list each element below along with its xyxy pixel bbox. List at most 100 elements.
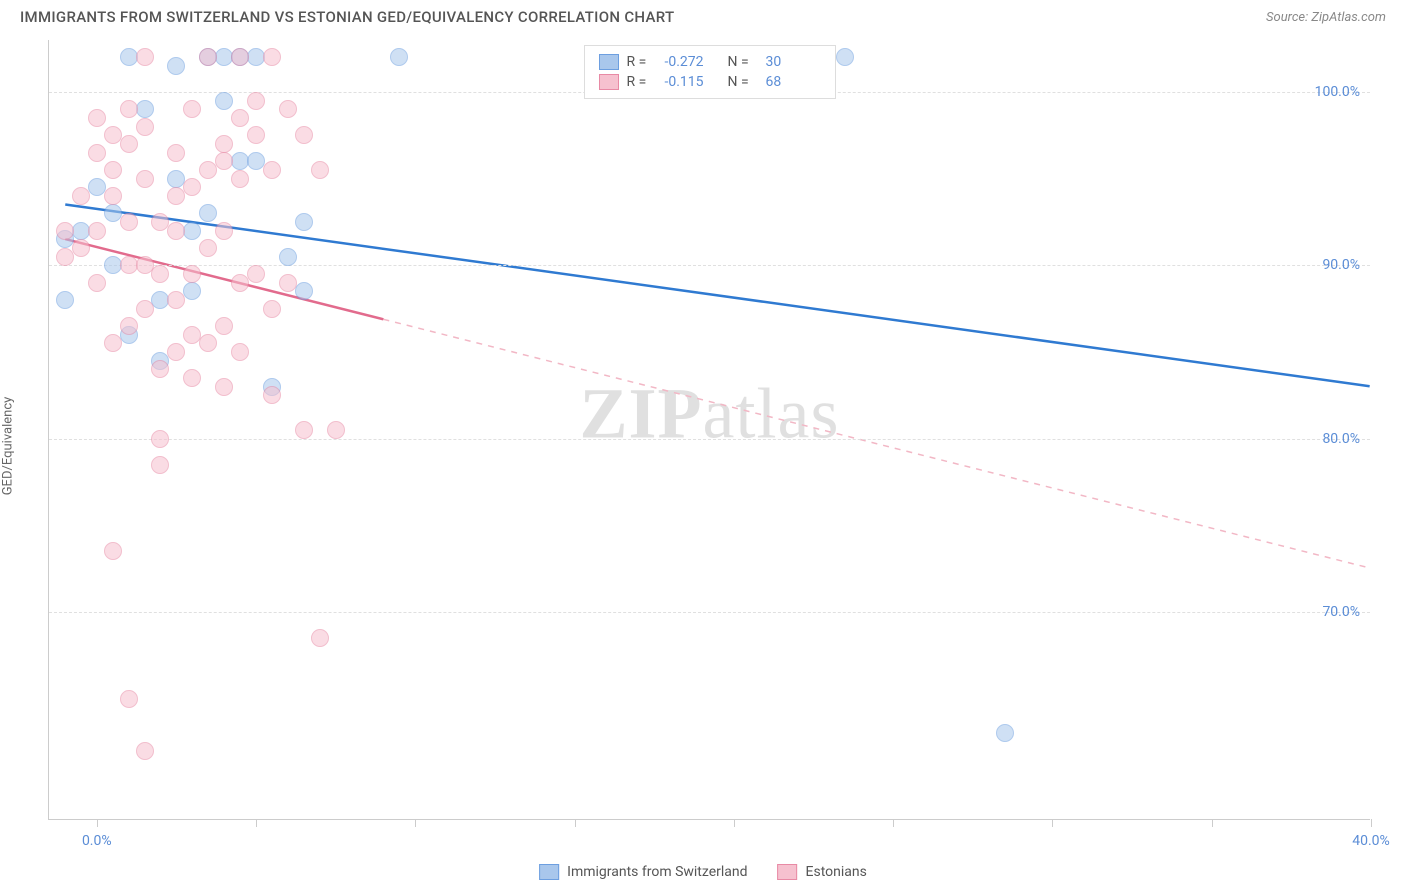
scatter-point-estonians — [327, 421, 345, 439]
y-tick-label: 70.0% — [1322, 604, 1360, 620]
r-value-0: -0.272 — [665, 54, 720, 70]
scatter-point-immigrants_switzerland — [56, 291, 74, 309]
x-tick — [893, 819, 894, 827]
scatter-point-estonians — [247, 265, 265, 283]
scatter-point-estonians — [215, 222, 233, 240]
legend-swatch-0 — [599, 54, 619, 70]
regression-solid-estonians — [65, 239, 383, 319]
scatter-point-estonians — [215, 317, 233, 335]
watermark-light: atlas — [703, 373, 840, 453]
x-tick — [256, 819, 257, 827]
scatter-point-immigrants_switzerland — [136, 100, 154, 118]
scatter-point-estonians — [151, 265, 169, 283]
scatter-point-estonians — [183, 265, 201, 283]
scatter-point-estonians — [167, 222, 185, 240]
scatter-point-estonians — [104, 187, 122, 205]
scatter-point-estonians — [247, 92, 265, 110]
scatter-point-immigrants_switzerland — [215, 92, 233, 110]
scatter-point-estonians — [120, 690, 138, 708]
scatter-point-estonians — [136, 256, 154, 274]
scatter-point-estonians — [88, 274, 106, 292]
scatter-point-estonians — [120, 135, 138, 153]
x-tick — [97, 819, 98, 827]
watermark: ZIPatlas — [580, 372, 840, 455]
y-tick-label: 80.0% — [1322, 431, 1360, 447]
scatter-point-estonians — [215, 152, 233, 170]
y-tick-label: 100.0% — [1315, 84, 1360, 100]
scatter-point-estonians — [199, 334, 217, 352]
scatter-point-immigrants_switzerland — [183, 282, 201, 300]
scatter-point-estonians — [199, 48, 217, 66]
scatter-point-estonians — [231, 109, 249, 127]
scatter-point-estonians — [120, 317, 138, 335]
regression-dash-estonians — [383, 319, 1369, 568]
n-label: N = — [728, 54, 758, 70]
chart-title: IMMIGRANTS FROM SWITZERLAND VS ESTONIAN … — [20, 8, 674, 26]
scatter-point-estonians — [104, 542, 122, 560]
scatter-point-estonians — [136, 300, 154, 318]
scatter-point-estonians — [183, 369, 201, 387]
scatter-point-estonians — [311, 629, 329, 647]
n-value-0: 30 — [766, 54, 821, 70]
scatter-point-estonians — [88, 144, 106, 162]
scatter-point-immigrants_switzerland — [996, 724, 1014, 742]
chart-source: Source: ZipAtlas.com — [1266, 10, 1386, 25]
scatter-point-estonians — [104, 161, 122, 179]
scatter-point-immigrants_switzerland — [295, 213, 313, 231]
scatter-point-estonians — [295, 421, 313, 439]
scatter-point-estonians — [151, 430, 169, 448]
y-axis-label: GED/Equivalency — [1, 397, 16, 496]
scatter-point-estonians — [231, 48, 249, 66]
n-value-1: 68 — [766, 74, 821, 90]
scatter-point-estonians — [136, 118, 154, 136]
gridline-h — [49, 612, 1370, 613]
x-tick — [734, 819, 735, 827]
x-tick — [575, 819, 576, 827]
scatter-point-estonians — [136, 742, 154, 760]
scatter-point-estonians — [295, 126, 313, 144]
scatter-point-estonians — [215, 378, 233, 396]
x-tick — [415, 819, 416, 827]
legend-swatch-series-1 — [778, 864, 798, 880]
scatter-point-estonians — [167, 291, 185, 309]
x-tick — [1052, 819, 1053, 827]
x-tick-label: 0.0% — [82, 833, 112, 849]
legend-row-series-0: R = -0.272 N = 30 — [599, 52, 821, 72]
x-tick-label: 40.0% — [1352, 833, 1390, 849]
legend-swatch-series-0 — [539, 864, 559, 880]
gridline-h — [49, 265, 1370, 266]
scatter-point-estonians — [311, 161, 329, 179]
scatter-point-estonians — [183, 100, 201, 118]
scatter-point-estonians — [151, 456, 169, 474]
scatter-point-estonians — [199, 239, 217, 257]
scatter-point-estonians — [104, 334, 122, 352]
scatter-point-estonians — [263, 300, 281, 318]
gridline-h — [49, 439, 1370, 440]
scatter-point-estonians — [72, 187, 90, 205]
scatter-point-estonians — [136, 48, 154, 66]
y-tick-label: 90.0% — [1322, 257, 1360, 273]
scatter-point-estonians — [72, 239, 90, 257]
legend-row-series-1: R = -0.115 N = 68 — [599, 72, 821, 92]
scatter-point-estonians — [263, 161, 281, 179]
n-label: N = — [728, 74, 758, 90]
scatter-point-estonians — [263, 386, 281, 404]
series-legend: Immigrants from Switzerland Estonians — [539, 864, 867, 880]
scatter-point-estonians — [167, 144, 185, 162]
scatter-point-estonians — [120, 213, 138, 231]
scatter-point-immigrants_switzerland — [199, 204, 217, 222]
x-tick — [1371, 819, 1372, 827]
legend-label-0: Immigrants from Switzerland — [567, 864, 747, 880]
scatter-point-estonians — [279, 274, 297, 292]
scatter-point-immigrants_switzerland — [279, 248, 297, 266]
regression-solid-immigrants_switzerland — [65, 204, 1369, 386]
correlation-legend: R = -0.272 N = 30 R = -0.115 N = 68 — [584, 45, 836, 99]
scatter-point-estonians — [151, 360, 169, 378]
scatter-point-immigrants_switzerland — [183, 222, 201, 240]
scatter-point-immigrants_switzerland — [167, 57, 185, 75]
scatter-point-immigrants_switzerland — [836, 48, 854, 66]
legend-label-1: Estonians — [806, 864, 867, 880]
r-value-1: -0.115 — [665, 74, 720, 90]
scatter-point-estonians — [231, 343, 249, 361]
legend-item-0: Immigrants from Switzerland — [539, 864, 747, 880]
